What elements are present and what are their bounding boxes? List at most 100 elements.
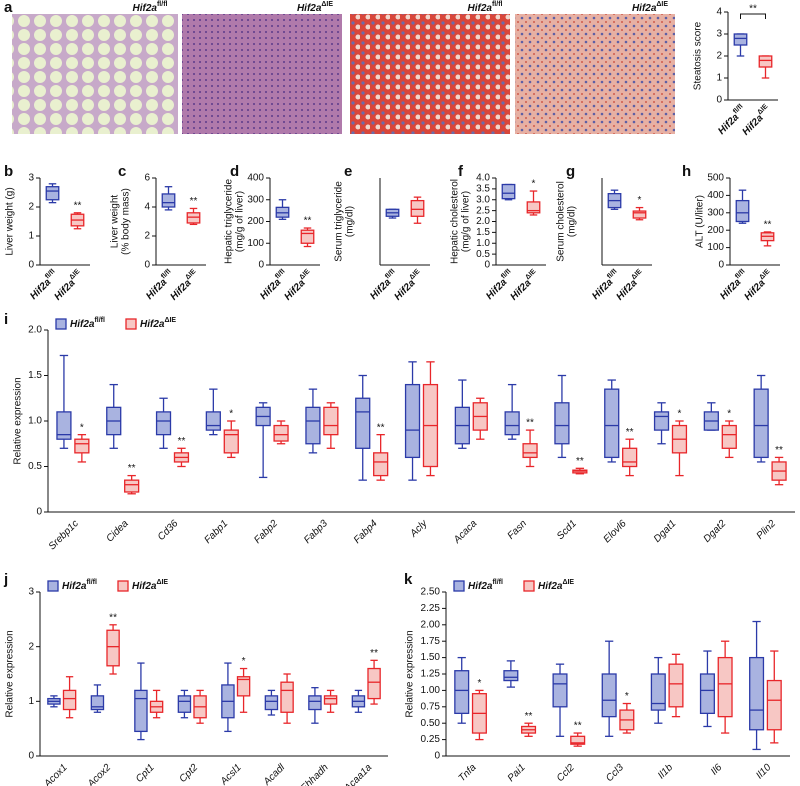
y-tick-label: 4.0 <box>476 173 490 184</box>
y-axis-label: Relative expression <box>5 630 16 717</box>
label-name: Hif2a <box>52 277 77 302</box>
x-tick-label: Fabp1 <box>202 518 230 546</box>
legend-swatch <box>125 318 137 330</box>
panel-letter: f <box>458 163 464 180</box>
legend-swatch <box>523 580 535 592</box>
box <box>410 199 425 217</box>
label-name: Hif2a <box>28 276 53 301</box>
label-superscript: ΔIE <box>656 1 668 8</box>
y-tick-label: 2 <box>716 51 722 62</box>
box <box>668 663 684 708</box>
x-tick-label: Dgat2 <box>702 518 729 545</box>
box <box>305 406 321 445</box>
label-name: Hif2a <box>133 3 158 14</box>
panel-letter: g <box>566 163 575 180</box>
x-tick-label: Tnfa <box>457 762 479 784</box>
y-axis-label: Steatosis score <box>693 21 704 90</box>
panel-letter: b <box>4 163 13 180</box>
y-axis-label: (mg/dl) <box>567 206 578 237</box>
label-name: Hif2a <box>258 276 283 301</box>
box <box>300 229 315 244</box>
significance: * <box>229 409 233 420</box>
box <box>155 411 172 436</box>
y-tick-label: 2.50 <box>421 587 441 598</box>
y-tick-label: 2.25 <box>421 603 441 614</box>
y-axis-label: (mg/g of liver) <box>461 191 472 252</box>
label-name: Hif2a <box>718 276 743 301</box>
label-name: Hif2a <box>740 112 765 137</box>
label-name: Hif2a <box>62 581 87 592</box>
box <box>134 689 148 733</box>
y-tick-label: 1.50 <box>421 652 441 663</box>
y-axis-label: (mg/g of liver) <box>235 191 246 252</box>
label-superscript: fl/fl <box>500 268 512 280</box>
box <box>106 629 120 667</box>
legend-label: Hif2aΔIE <box>140 317 176 330</box>
box <box>367 667 381 700</box>
box <box>503 670 519 682</box>
x-tick-label: Dgat1 <box>652 518 679 545</box>
y-tick-label: 1.0 <box>476 238 490 249</box>
significance: ** <box>190 196 198 207</box>
legend-swatch <box>55 318 67 330</box>
significance: ** <box>775 445 783 456</box>
label-superscript: fl/fl <box>274 268 286 280</box>
label-name: Hif2a <box>716 111 741 136</box>
significance: * <box>532 179 536 190</box>
label-name: Hif2a <box>132 581 157 592</box>
box <box>404 383 421 459</box>
x-tick-label: Cpt2 <box>178 762 201 785</box>
y-tick-label: 1 <box>28 696 34 707</box>
x-tick-label: Elovl6 <box>602 518 629 545</box>
y-tick-label: 1.5 <box>28 370 42 381</box>
x-tick-label: Fabp3 <box>302 518 330 546</box>
box <box>749 656 765 731</box>
panel-letter: d <box>230 163 239 180</box>
box <box>632 210 647 219</box>
label-superscript: fl/fl <box>86 579 97 586</box>
significance: ** <box>525 711 533 722</box>
y-axis-label: Hepatic triglyceride <box>224 179 235 264</box>
significance: * <box>638 195 642 206</box>
y-tick-label: 2.0 <box>28 325 42 336</box>
bracket <box>740 13 766 19</box>
box <box>604 388 620 459</box>
bracket-label: ** <box>749 4 757 15</box>
y-tick-label: 1.00 <box>421 685 441 696</box>
label-name: Hif2a <box>484 276 509 301</box>
significance: * <box>80 422 84 433</box>
y-axis-label: (% body mass) <box>121 188 132 255</box>
label-name: Hif2a <box>282 277 307 302</box>
label-name: Hif2a <box>614 277 639 302</box>
y-axis-label: (mg/dl) <box>345 206 356 237</box>
y-tick-label: 100 <box>707 242 724 253</box>
label-superscript: ΔIE <box>68 268 81 281</box>
significance: ** <box>574 721 582 732</box>
box <box>62 689 77 711</box>
y-tick-label: 3.0 <box>476 194 490 205</box>
box <box>699 673 715 715</box>
box <box>177 695 192 713</box>
y-tick-label: 0 <box>28 260 34 271</box>
y-tick-label: 0.5 <box>476 249 490 260</box>
x-tick-label: Acsl1 <box>218 762 244 786</box>
y-axis-label: Hepatic cholesterol <box>450 179 461 264</box>
y-tick-label: 2 <box>144 231 150 242</box>
box <box>554 402 570 445</box>
label-name: Hif2a <box>508 277 533 302</box>
image-label: Hif2afl/fl <box>133 1 168 14</box>
y-tick-label: 0 <box>716 95 722 106</box>
label-superscript: ΔIE <box>758 268 771 281</box>
significance: * <box>727 409 731 420</box>
histology-image <box>182 14 342 134</box>
significance: ** <box>370 648 378 659</box>
y-tick-label: 2.0 <box>476 216 490 227</box>
y-axis-label: Serum cholesterol <box>556 181 567 262</box>
label-name: Hif2a <box>368 276 393 301</box>
significance: * <box>678 409 682 420</box>
box <box>323 406 339 436</box>
legend-label: Hif2afl/fl <box>70 317 105 330</box>
significance: * <box>242 656 246 667</box>
y-tick-label: 2 <box>28 202 34 213</box>
y-tick-label: 2.5 <box>476 205 490 216</box>
